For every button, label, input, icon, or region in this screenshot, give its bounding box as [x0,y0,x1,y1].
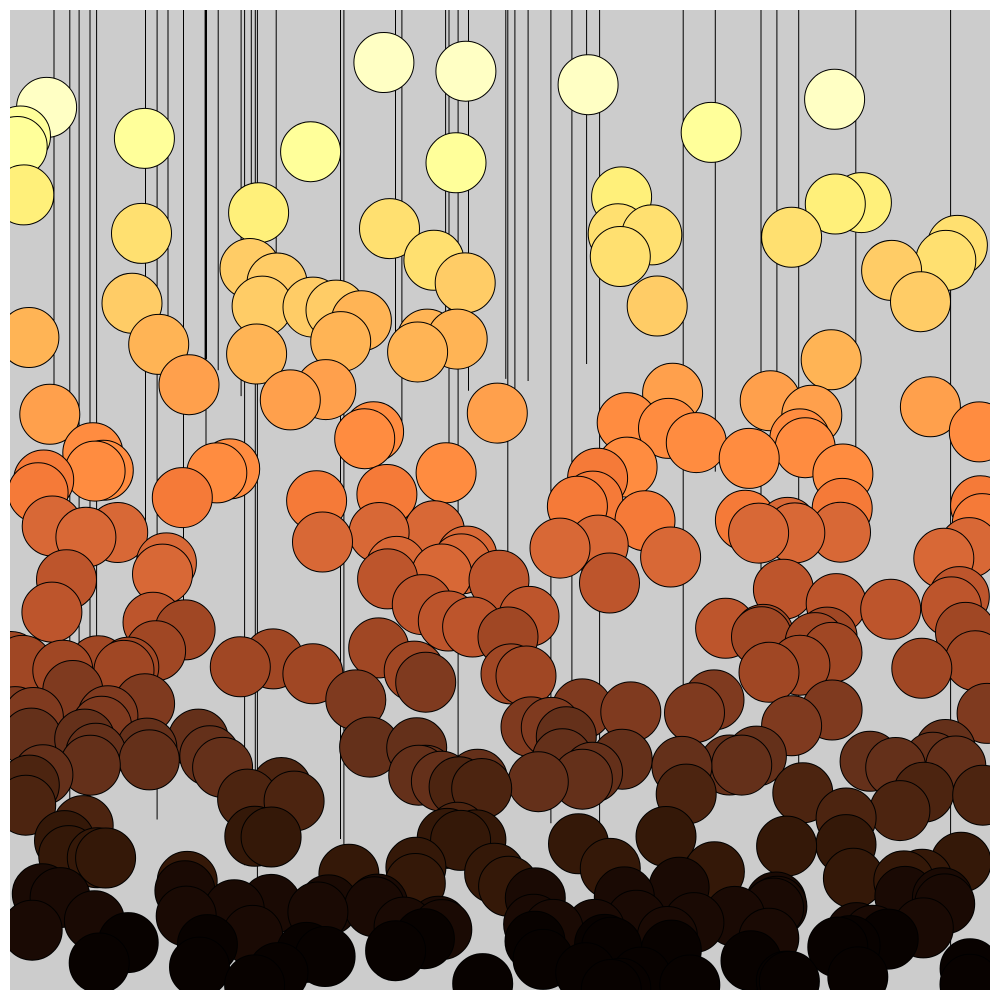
ball [415,442,477,504]
ball [557,54,619,116]
ball [827,946,889,990]
ball [209,636,271,698]
ball [939,953,990,990]
ball [659,954,721,990]
balls-layer [10,32,990,990]
ball [228,182,290,244]
ball [21,581,83,643]
ball [387,321,449,383]
ball [118,729,180,791]
ball [19,383,81,445]
ball [10,307,60,368]
ball [718,427,780,489]
ball [756,815,818,877]
ball [635,806,697,867]
ball [890,271,951,333]
ball [626,275,688,337]
ball [64,440,126,502]
ball [240,806,302,868]
ball [359,198,420,260]
ball [800,329,862,391]
ball [395,651,457,713]
ball [728,502,790,564]
ball [10,164,55,226]
ball [158,354,220,416]
ball [860,578,922,640]
ball [804,173,866,235]
ball [151,467,213,529]
ball [869,780,931,842]
ball [665,412,727,474]
ball [507,751,569,813]
ball [664,682,725,744]
ball [435,40,497,102]
ball [259,369,321,431]
ball [113,107,175,169]
ball [758,950,820,990]
ball [761,206,823,268]
ball [68,932,130,990]
ball [169,936,230,990]
ball [10,899,63,961]
ball [952,764,990,826]
ball [226,323,288,385]
ball [640,526,702,588]
ball [280,121,342,183]
ball [353,32,415,93]
ball [434,252,496,314]
ball [75,827,137,889]
ball [804,68,866,130]
ball [579,552,640,614]
ball [334,408,396,470]
ball [680,101,742,163]
ball [452,953,514,990]
ball [589,226,651,287]
ball [111,202,172,264]
ball [891,637,953,699]
ball [224,954,286,990]
ball [466,382,528,444]
ball [292,511,353,573]
ball [899,376,961,438]
ball [425,132,487,194]
ball [711,734,773,796]
ball [948,401,990,463]
ball [580,959,642,990]
ball [944,630,990,692]
ball [738,641,800,703]
ball [529,517,591,579]
ball [365,920,427,982]
